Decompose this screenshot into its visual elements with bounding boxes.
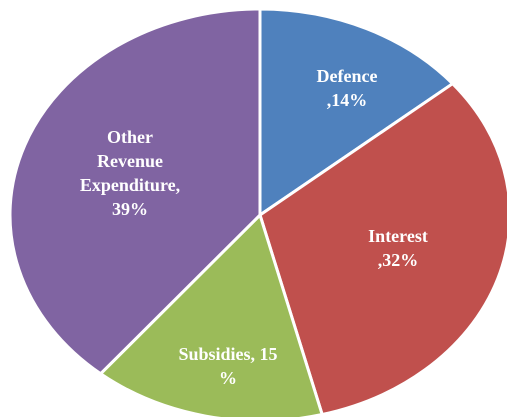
data-label-line: Subsidies, 15 xyxy=(178,344,277,364)
data-label-line: Expenditure, xyxy=(80,175,180,195)
data-label: Subsidies, 15% xyxy=(178,344,277,388)
data-label-line: Defence xyxy=(317,66,378,86)
data-label: Interest ,32% xyxy=(368,226,428,270)
data-label-line: Revenue xyxy=(97,151,163,171)
data-label-line: Interest xyxy=(368,226,428,246)
data-label: Other Revenue Expenditure, 39% xyxy=(80,127,180,219)
data-label-line: ,32% xyxy=(378,250,419,270)
pie-slice xyxy=(258,7,455,218)
data-label-line: % xyxy=(219,368,237,388)
pie-slice xyxy=(8,7,262,376)
pie-slice xyxy=(98,212,325,417)
data-label-line: 39% xyxy=(112,199,148,219)
data-label: Defence ,14% xyxy=(317,66,378,110)
data-label-line: Other xyxy=(107,127,153,147)
data-label-line: ,14% xyxy=(327,90,368,110)
pie-slice xyxy=(258,81,507,417)
